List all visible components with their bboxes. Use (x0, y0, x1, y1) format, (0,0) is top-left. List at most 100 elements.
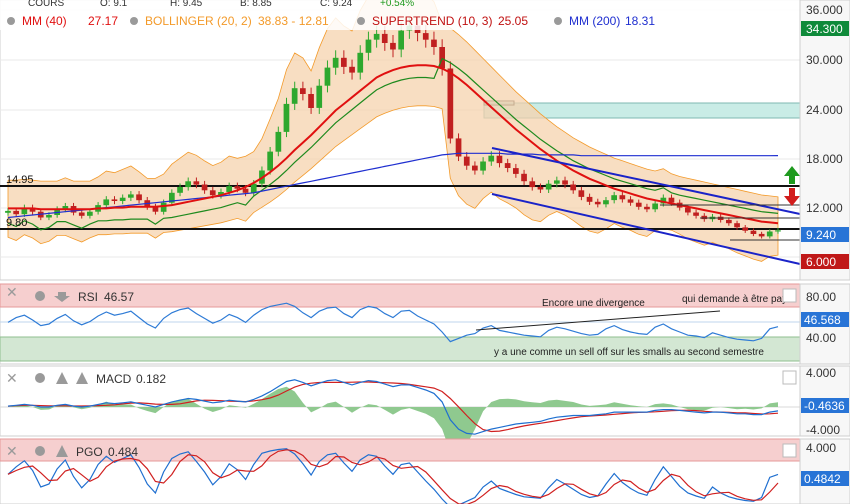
price-badge-current-label: 9.240 (806, 228, 836, 242)
candle-body (291, 88, 298, 104)
arrow-up-icon[interactable] (76, 372, 88, 384)
candle-body (226, 186, 232, 192)
rsi-label: RSI (78, 290, 98, 304)
supertrend-line (7, 57, 779, 231)
candle-body (398, 30, 404, 50)
candle-body (160, 202, 167, 212)
rsi-badge (801, 312, 849, 327)
candle-body (619, 195, 626, 200)
mm40-value: 27.17 (88, 14, 118, 28)
pgo-axis: 4.000 0.4842 (799, 438, 850, 504)
pgo-badge (801, 471, 849, 486)
candle-body (742, 227, 749, 231)
candle-body (128, 194, 134, 198)
candle-body (455, 138, 462, 157)
close-icon[interactable]: ✕ (6, 443, 18, 459)
candle-body (766, 231, 773, 237)
low-value: B: 8.85 (240, 0, 272, 9)
arrow-up-icon[interactable] (56, 445, 68, 457)
rsi-oversold-zone (0, 336, 801, 362)
candle-body (521, 173, 527, 182)
candle-body (693, 212, 699, 216)
annotation-divergence: Encore une divergence (542, 298, 645, 309)
candle-body (341, 57, 347, 67)
candle-body (111, 199, 118, 201)
candle-body (152, 206, 159, 212)
arrow-up-icon[interactable] (56, 372, 68, 384)
candle-body (750, 230, 757, 234)
price-badge-top (801, 21, 849, 36)
candle-body (685, 207, 691, 213)
channel-lower-trendline (491, 193, 801, 265)
price-badge-low (801, 254, 849, 269)
candle-body (119, 197, 126, 201)
panel-checkbox[interactable] (782, 288, 797, 303)
candle-body (422, 33, 429, 40)
candle-body (775, 230, 781, 232)
ohlc-label: COURS (28, 0, 64, 9)
candle-body (381, 33, 388, 43)
candle-body (78, 212, 85, 216)
candle-body (308, 94, 314, 108)
mm200-value: 18.31 (625, 14, 655, 28)
arrow-down-icon[interactable] (54, 292, 70, 302)
candle-body (283, 103, 290, 132)
macd-panel: ✕ MACD 0.182 (0, 365, 801, 455)
gear-icon[interactable] (357, 17, 365, 25)
level-label-upper: 14.95 (6, 174, 34, 186)
gear-icon[interactable] (35, 291, 45, 301)
candle-body (758, 233, 765, 237)
panel-checkbox[interactable] (782, 370, 797, 385)
candle-body (242, 188, 249, 193)
price-tick: 18.000 (806, 152, 843, 166)
candle-body (177, 187, 183, 193)
rsi-value: 46.57 (104, 290, 134, 304)
candle-body (611, 195, 617, 201)
candle-body (594, 201, 601, 205)
candle-body (218, 192, 224, 196)
candle-body (439, 47, 445, 69)
pgo-value: 0.484 (108, 445, 138, 459)
price-panel: 14.95 9.80 COURS O: 9.1 H: 9.45 B: 8.85 … (0, 0, 801, 281)
macd-tick: -4.000 (806, 423, 840, 437)
price-tick: 36.000 (806, 3, 843, 17)
candle-body (300, 88, 306, 94)
close-icon[interactable]: ✕ (6, 284, 18, 300)
candle-body (209, 190, 216, 196)
candle-body (472, 165, 478, 171)
candle-body (554, 180, 560, 184)
rsi-line (7, 302, 779, 343)
candle-body (586, 196, 593, 202)
gear-icon[interactable] (35, 446, 45, 456)
gear-icon[interactable] (7, 17, 15, 25)
pgo-line (7, 448, 779, 504)
rsi-tick: 80.00 (806, 290, 836, 304)
level-label-lower: 9.80 (6, 217, 27, 229)
macd-badge-label: -0.4636 (804, 399, 845, 413)
open-value: O: 9.1 (100, 0, 128, 9)
candle-body (529, 181, 536, 188)
candle-body (5, 210, 11, 213)
candle-body (390, 42, 396, 50)
candle-body (103, 199, 110, 206)
arrow-down-icon (784, 188, 800, 206)
panel-checkbox[interactable] (782, 443, 797, 458)
supertrend-label: SUPERTREND (10, 3) (372, 14, 492, 28)
gear-icon[interactable] (554, 17, 562, 25)
candle-body (578, 190, 585, 197)
candle-body (660, 197, 667, 204)
macd-label: MACD (96, 372, 132, 386)
gear-icon[interactable] (35, 373, 45, 383)
candle-body (316, 85, 323, 108)
gear-icon[interactable] (130, 17, 138, 25)
rsi-divergence-line (475, 310, 721, 331)
price-tick: 24.000 (806, 103, 843, 117)
rsi-tick: 40.00 (806, 331, 836, 345)
candle-body (250, 183, 257, 193)
pgo-tick: 4.000 (806, 441, 836, 455)
mm40-line (8, 64, 779, 225)
candle-body (267, 151, 273, 171)
close-icon[interactable]: ✕ (6, 370, 18, 386)
macd-axis: 4.000 -0.4636 -4.000 (799, 365, 850, 437)
